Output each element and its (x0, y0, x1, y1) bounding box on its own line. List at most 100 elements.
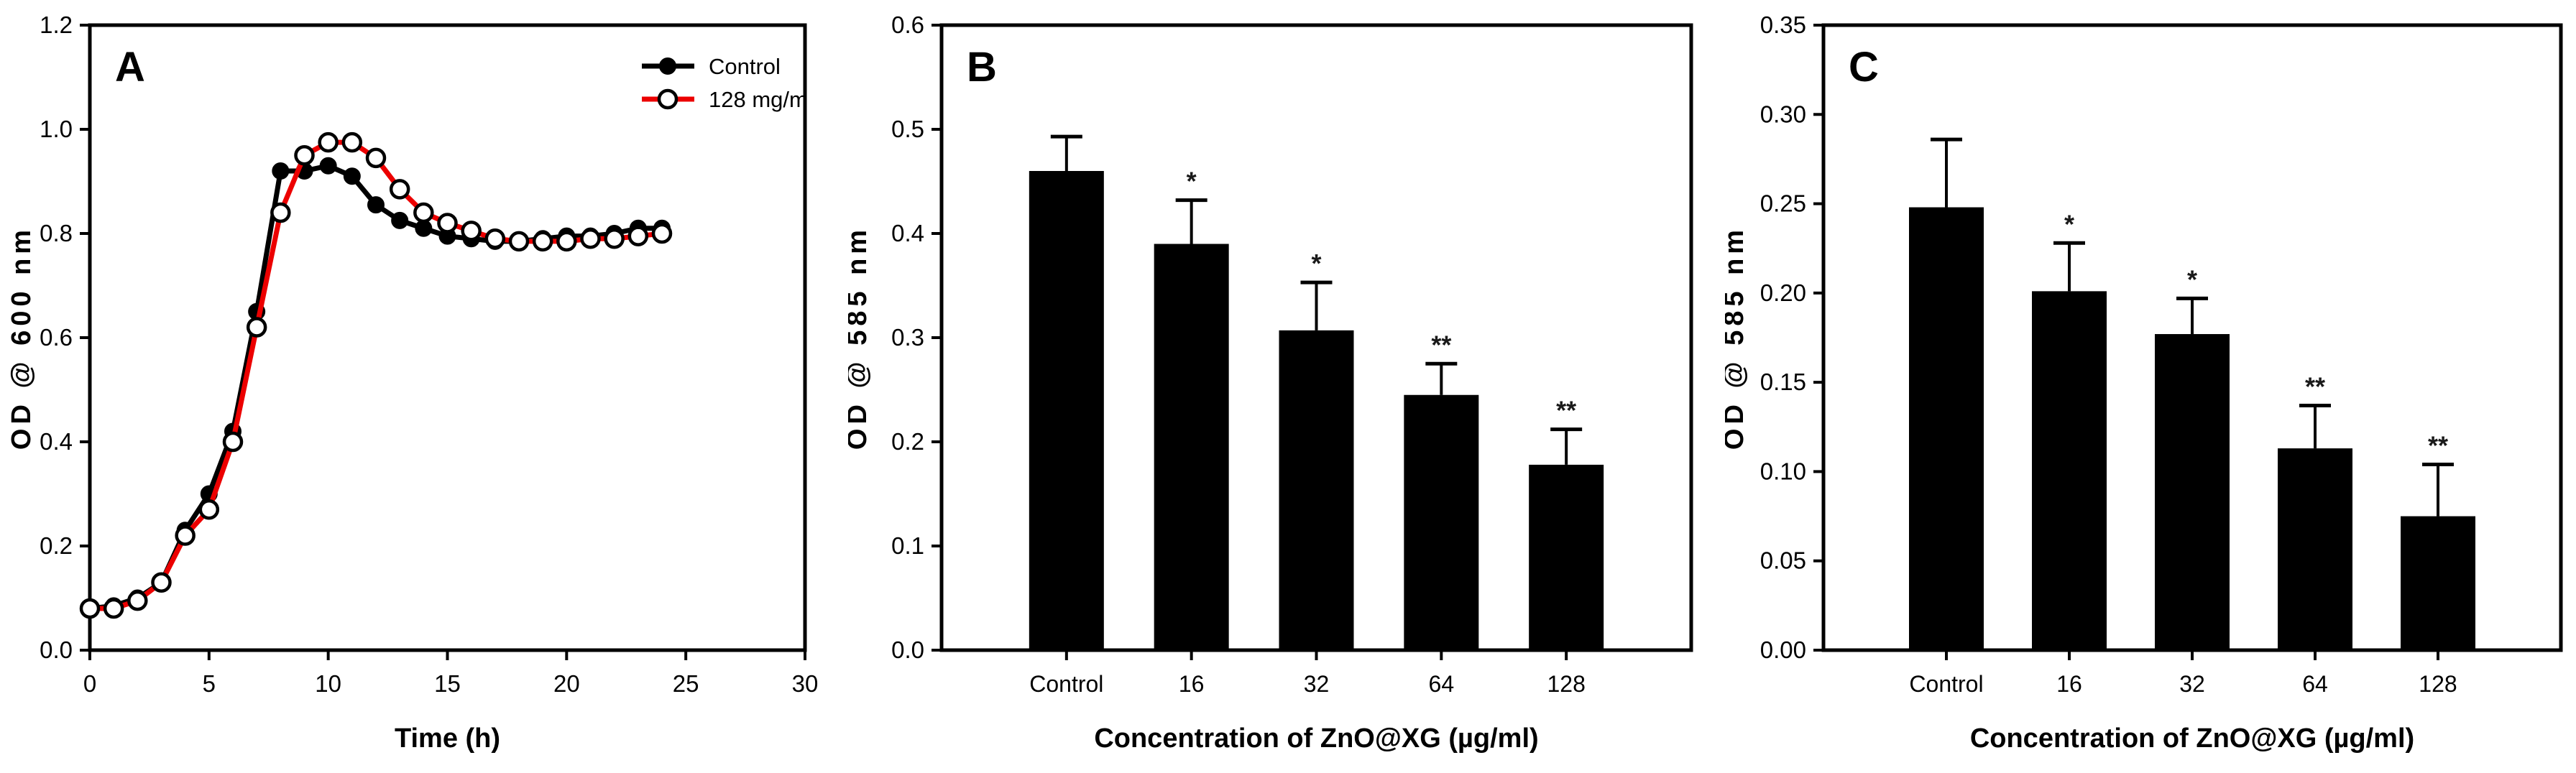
open-circle-marker (127, 590, 148, 611)
significance-marker: ** (1556, 396, 1576, 425)
x-axis-category-label: 128 (1547, 671, 1585, 697)
y-axis-tick-label: 0.4 (40, 428, 73, 455)
x-axis-category-label: Control (1029, 671, 1103, 697)
x-axis-title: Concentration of ZnO@XG (µg/ml) (1094, 723, 1538, 754)
open-circle-marker (484, 228, 506, 249)
bar (1529, 464, 1604, 650)
y-axis-title: OD @ 600 nm (6, 226, 37, 450)
chart-svg-b: 0.0 0.1 0.2 0.3 0.4 0.5 0.6 OD @ 585 nm Concentr… (848, 11, 1693, 754)
plot-frame (88, 23, 807, 652)
bar (2401, 516, 2475, 650)
open-circle-marker (627, 226, 649, 246)
bar (1154, 244, 1229, 650)
x-axis-tick-label: 25 (673, 670, 699, 697)
y-axis-tick-label: 0.25 (1760, 190, 1806, 217)
y-axis-tick-label: 0.6 (891, 11, 924, 38)
bar (2032, 291, 2107, 650)
y-axis-tick-label: 0.6 (40, 324, 73, 351)
x-axis-tick-label: 20 (553, 670, 580, 697)
open-circle-marker (79, 598, 101, 619)
open-circle-marker (318, 131, 339, 153)
y-axis-tick-label: 0.1 (891, 532, 924, 559)
x-axis-tick-label: 15 (434, 670, 461, 697)
panel-letter: B (967, 44, 997, 91)
open-circle-marker (389, 179, 410, 200)
x-axis-title: Time (h) (395, 723, 500, 754)
y-axis-tick-label: 0.2 (891, 428, 924, 455)
y-axis-title: OD @ 585 nm (848, 226, 873, 450)
open-circle-marker (222, 431, 244, 453)
open-circle-marker (270, 202, 291, 223)
open-circle-marker (580, 228, 601, 249)
legend-item-label: Control (709, 54, 781, 79)
panel-a-growth-curve: 0.0 0.2 0.4 0.6 0.8 1.0 1.2 OD @ 600 nm Time (h)… (0, 0, 859, 773)
y-axis-tick-label: 0.5 (891, 116, 924, 142)
x-axis-tick-label: 30 (792, 670, 819, 697)
y-axis-tick-label: 0.4 (891, 220, 924, 246)
y-axis-tick-label: 0.0 (40, 637, 73, 663)
x-axis-title: Concentration of ZnO@XG (µg/ml) (1970, 723, 2414, 754)
chart-svg-c: 0.00 0.05 0.10 0.15 0.20 0.25 0.30 0.35 OD @ 585… (1725, 11, 2563, 754)
bar (1279, 330, 1354, 650)
x-axis-tick-label: 5 (203, 670, 216, 697)
filled-circle-marker (391, 211, 409, 229)
y-axis-tick-label: 0.00 (1760, 637, 1806, 663)
y-axis-tick-label: 0.2 (40, 532, 73, 559)
y-axis-tick-label: 0.30 (1760, 101, 1806, 127)
open-circle-marker (508, 231, 530, 252)
x-axis-category-label: 16 (2056, 671, 2082, 697)
x-axis-category-label: 32 (1304, 671, 1330, 697)
significance-marker: * (2064, 209, 2074, 239)
bar (1404, 394, 1479, 650)
y-axis-tick-label: 1.0 (40, 116, 73, 142)
panel-letter: C (1849, 44, 1879, 91)
data-line-control (89, 163, 662, 611)
x-axis-tick-label: 10 (315, 670, 341, 697)
legend-open-circle-marker (657, 88, 678, 110)
bar (2155, 334, 2230, 650)
x-axis-category-label: 64 (1429, 671, 1455, 697)
open-circle-marker (341, 131, 363, 153)
open-circle-marker (437, 213, 458, 233)
y-axis-tick-label: 0.05 (1760, 547, 1806, 574)
y-axis-tick-label: 0.8 (40, 220, 73, 246)
significance-marker: * (1311, 249, 1321, 278)
x-axis-category-label: Control (1909, 671, 1983, 697)
filled-circle-marker (272, 162, 290, 180)
x-axis-tick-label: 0 (83, 670, 96, 697)
open-circle-marker (461, 221, 482, 241)
chart-svg-a: 0.0 0.2 0.4 0.6 0.8 1.0 1.2 OD @ 600 nm Time (h)… (6, 11, 819, 754)
bar (1909, 207, 1984, 650)
open-circle-marker (651, 223, 673, 244)
filled-circle-marker (343, 167, 361, 185)
filled-circle-marker (319, 157, 337, 175)
y-axis-tick-label: 0.20 (1760, 279, 1806, 306)
significance-marker: ** (2428, 430, 2448, 460)
y-axis-tick-label: 1.2 (40, 11, 73, 38)
y-axis-tick-label: 0.0 (891, 637, 924, 663)
y-axis-tick-label: 0.15 (1760, 369, 1806, 395)
open-circle-marker (246, 317, 267, 338)
open-circle-marker (294, 145, 315, 166)
panel-c-bar-chart: 0.00 0.05 0.10 0.15 0.20 0.25 0.30 0.35 OD @ 585… (1725, 0, 2576, 773)
y-axis-title: OD @ 585 nm (1725, 226, 1749, 450)
bar (2278, 448, 2352, 650)
significance-marker: * (2187, 264, 2197, 294)
y-axis-tick-label: 0.35 (1760, 11, 1806, 38)
open-circle-marker (413, 202, 434, 223)
x-axis-category-label: 16 (1179, 671, 1205, 697)
filled-circle-marker (367, 196, 385, 214)
open-circle-marker (151, 572, 172, 593)
bar (1029, 171, 1104, 650)
open-circle-marker (103, 598, 124, 619)
x-axis-category-label: 128 (2419, 671, 2457, 697)
panel-letter: A (115, 44, 145, 91)
y-axis-tick-label: 0.10 (1760, 458, 1806, 484)
legend-filled-circle-marker (659, 57, 676, 75)
open-circle-marker (365, 147, 387, 169)
open-circle-marker (556, 231, 577, 252)
significance-marker: ** (1431, 330, 1451, 359)
significance-marker: * (1187, 167, 1197, 196)
open-circle-marker (532, 231, 553, 252)
